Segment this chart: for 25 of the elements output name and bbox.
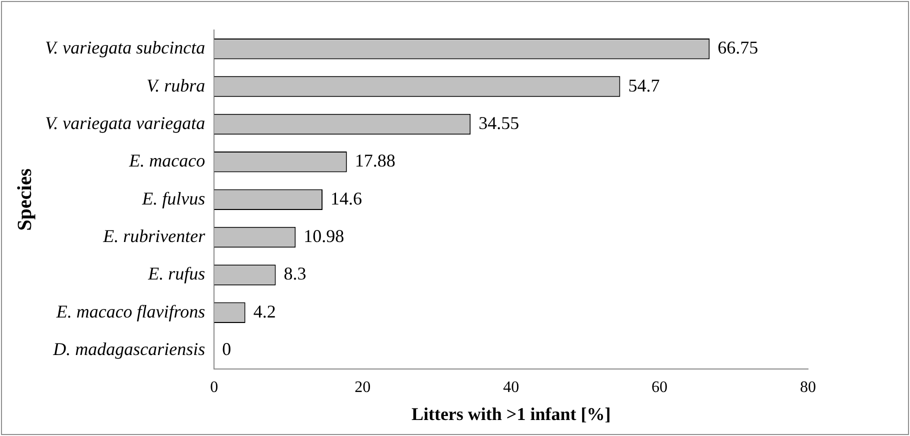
y-tick-label: V. variegata subcincta [44,38,206,58]
y-tick-label: V. variegata variegata [44,112,206,133]
y-tick-label: E. rufus [147,264,206,284]
y-tick-label: V. rubra [146,75,206,96]
data-label: 66.75 [718,38,758,58]
y-tick-label: E. macaco [128,150,206,171]
data-label: 17.88 [354,150,396,171]
data-label: 0 [222,339,232,360]
y-tick-label: E. fulvus [141,188,206,208]
x-tick-label: 80 [800,379,816,396]
y-axis-title: Species [14,168,36,231]
y-tick-label: E. rubriventer [102,226,206,246]
y-tick-label: D. madagascariensis [52,339,206,360]
data-label: 54.7 [628,75,660,96]
data-label: 14.6 [330,188,362,208]
data-label: 10.98 [304,226,344,246]
y-tick-label: E. macaco flavifrons [55,301,206,322]
data-label: 34.55 [478,112,520,133]
data-label: 4.2 [253,301,276,322]
x-tick-label: 20 [354,379,371,396]
x-axis-title: Litters with >1 infant [%] [411,404,611,424]
x-tick-label: 60 [652,379,668,396]
x-tick-label: 40 [503,379,520,396]
x-tick-label: 0 [210,379,218,396]
data-label: 8.3 [284,264,306,284]
